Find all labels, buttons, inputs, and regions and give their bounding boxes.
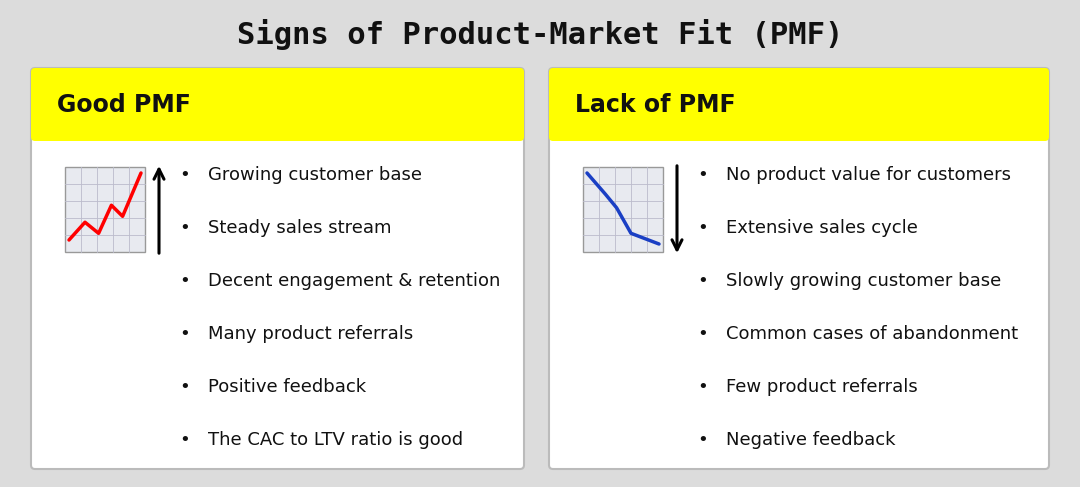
Text: •   Many product referrals: • Many product referrals: [180, 325, 414, 343]
Text: •   Common cases of abandonment: • Common cases of abandonment: [698, 325, 1018, 343]
Bar: [36, 105, 519, 137]
Bar: [554, 104, 1044, 138]
Text: Good PMF: Good PMF: [57, 93, 191, 116]
Text: •   Growing customer base: • Growing customer base: [180, 166, 422, 184]
Text: Lack of PMF: Lack of PMF: [575, 93, 735, 116]
Text: •   Decent engagement & retention: • Decent engagement & retention: [180, 272, 500, 290]
Text: Signs of Product-Market Fit (PMF): Signs of Product-Market Fit (PMF): [237, 19, 843, 51]
Bar: [65, 167, 145, 252]
Text: •   Extensive sales cycle: • Extensive sales cycle: [698, 219, 918, 237]
Text: •   Few product referrals: • Few product referrals: [698, 378, 918, 396]
Bar: [36, 104, 519, 138]
Text: •   The CAC to LTV ratio is good: • The CAC to LTV ratio is good: [180, 431, 463, 449]
FancyBboxPatch shape: [549, 68, 1049, 469]
Text: •   Negative feedback: • Negative feedback: [698, 431, 895, 449]
FancyBboxPatch shape: [549, 68, 1049, 141]
FancyBboxPatch shape: [31, 68, 524, 141]
Text: •   Positive feedback: • Positive feedback: [180, 378, 366, 396]
Text: •   Slowly growing customer base: • Slowly growing customer base: [698, 272, 1001, 290]
Bar: [583, 167, 663, 252]
Text: •   Steady sales stream: • Steady sales stream: [180, 219, 391, 237]
Text: •   No product value for customers: • No product value for customers: [698, 166, 1011, 184]
Bar: [554, 105, 1044, 137]
FancyBboxPatch shape: [31, 68, 524, 469]
